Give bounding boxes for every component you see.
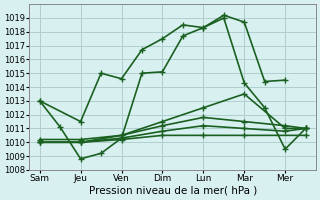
- X-axis label: Pression niveau de la mer( hPa ): Pression niveau de la mer( hPa ): [89, 186, 257, 196]
